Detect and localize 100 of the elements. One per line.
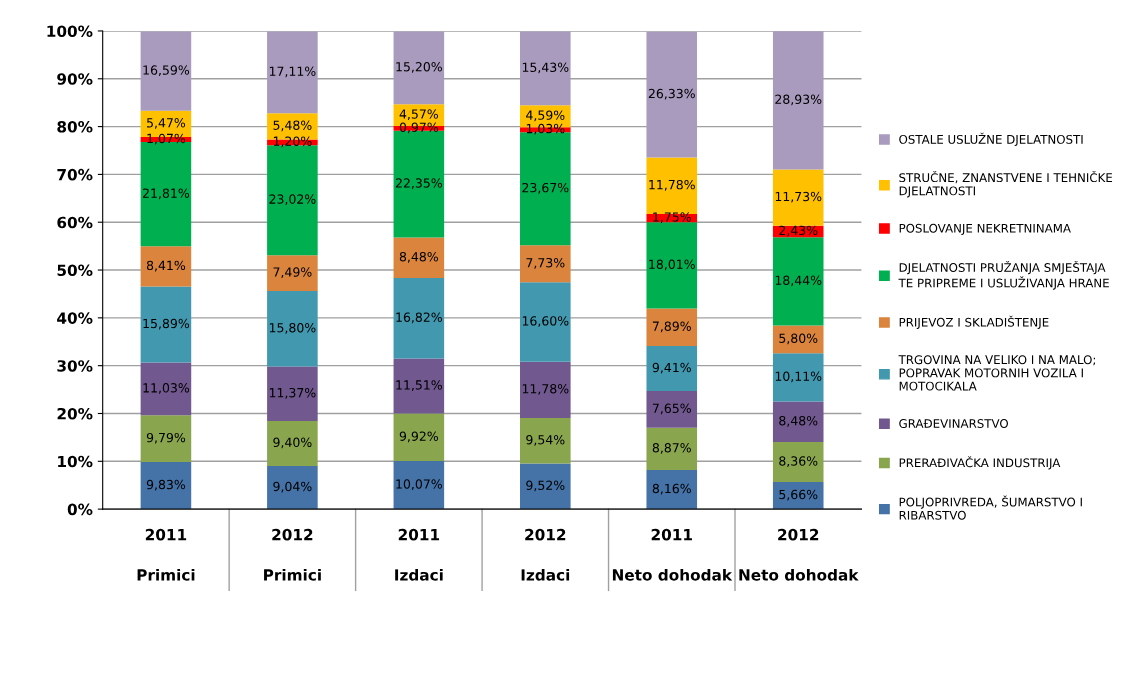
bar	[646, 391, 698, 428]
data-label: 23,02%	[269, 194, 316, 206]
data-label: 8,87%	[652, 443, 691, 454]
y-tick-label: 100%	[47, 25, 93, 37]
data-label: 15,20%	[396, 62, 442, 73]
bar	[646, 222, 698, 309]
data-label: 4,57%	[399, 109, 439, 120]
bar	[772, 169, 824, 226]
data-label: 9,54%	[526, 434, 565, 446]
data-label: 22,35%	[395, 178, 442, 189]
data-label: 8,36%	[779, 456, 818, 467]
data-label: 8,48%	[399, 251, 439, 263]
bar	[140, 462, 192, 510]
data-label: 7,49%	[273, 267, 312, 279]
data-label: 5,47%	[147, 118, 186, 129]
bar	[646, 470, 698, 510]
bar	[393, 278, 445, 359]
bar	[140, 286, 192, 363]
category-label: 2011 Izdaci	[395, 528, 443, 581]
y-tick-label: 10%	[58, 455, 93, 468]
y-tick-label: 80%	[57, 121, 93, 133]
bar	[267, 31, 318, 114]
data-label: 9,92%	[399, 431, 439, 443]
data-label: 16,60%	[522, 316, 569, 327]
category-label: 2011 Neto dohodak	[612, 528, 733, 581]
bar	[267, 366, 318, 421]
bar	[267, 420, 318, 466]
bar	[267, 145, 318, 256]
data-label: 10,11%	[775, 371, 822, 383]
data-label: 9,52%	[526, 480, 565, 492]
bar	[140, 362, 192, 416]
bar	[393, 413, 445, 461]
category-label: 2012 Neto dohodak	[739, 528, 859, 581]
legend-label: TRGOVINA NA VELIKO I NA MALO; POPRAVAK MOTORNIH VOZILA I MOTOCIKALA	[898, 355, 1096, 391]
data-label: 16,82%	[396, 312, 442, 324]
data-label: 7,65%	[652, 403, 691, 415]
data-label: 21,81%	[143, 188, 190, 200]
bar	[520, 282, 571, 362]
bar	[646, 157, 698, 214]
data-label: 9,83%	[146, 479, 186, 491]
bar	[267, 465, 318, 510]
data-label: 7,73%	[526, 257, 565, 269]
bar	[646, 346, 698, 392]
data-label: 4,59%	[526, 110, 565, 122]
data-label: 15,43%	[522, 62, 569, 74]
bar	[140, 31, 192, 111]
data-label: 11,78%	[649, 179, 695, 191]
y-tick-label: 60%	[57, 216, 93, 229]
bar	[772, 353, 824, 402]
legend-label: POLJOPRIVREDA, ŠUMARSTVO I RIBARSTVO	[899, 495, 1082, 520]
bar	[772, 237, 824, 326]
data-label: 9,40%	[273, 437, 312, 449]
bar	[393, 460, 445, 510]
legend-label: DJELATNOSTI PRUŽANJA SMJEŠTAJA TE PRIPREME I USLUŽIVANJA HRANE	[898, 260, 1109, 290]
data-label: 28,93%	[775, 94, 822, 106]
data-label: 5,48%	[273, 120, 312, 132]
bar	[140, 246, 192, 287]
y-tick-label: 40%	[57, 312, 93, 324]
bar	[646, 308, 698, 347]
bar	[772, 442, 824, 483]
y-tick-label: 30%	[57, 360, 93, 372]
bar	[772, 401, 824, 443]
legend-label: PRIJEVOZ I SKLADIŠTENJE	[899, 315, 1049, 329]
legend-label: POSLOVANJE NEKRETNINAMA	[899, 223, 1071, 235]
data-label: 5,80%	[779, 333, 818, 345]
data-label: 15,89%	[143, 318, 190, 330]
data-label: 9,04%	[273, 481, 312, 493]
legend-label: GRAĐEVINARSTVO	[899, 419, 1008, 428]
data-label: 9,79%	[146, 432, 186, 444]
category-label: 2012 Izdaci	[521, 528, 570, 581]
data-label: 10,07%	[396, 479, 442, 490]
data-label: 1,75%	[653, 212, 691, 223]
y-tick-label: 50%	[57, 264, 93, 277]
legend-label: PRERAĐIVAČKA INDUSTRIJA	[899, 456, 1061, 470]
data-label: 5,66%	[779, 489, 818, 501]
category-label: 2011 Primici	[137, 528, 195, 581]
data-label: 23,67%	[522, 182, 569, 194]
data-label: 11,37%	[269, 387, 316, 399]
data-label: 11,03%	[143, 383, 190, 394]
y-tick-label: 0%	[67, 503, 93, 516]
bar	[267, 291, 318, 367]
data-label: 11,51%	[396, 380, 442, 391]
data-label: 18,01%	[649, 259, 695, 271]
data-label: 9,41%	[652, 362, 691, 374]
y-tick-label: 70%	[57, 168, 93, 181]
bar	[520, 417, 571, 464]
bar	[393, 237, 445, 279]
bar	[772, 31, 824, 170]
bar	[520, 31, 571, 106]
data-label: 18,44%	[775, 275, 822, 287]
y-tick-label: 90%	[57, 73, 93, 85]
legend-label: OSTALE USLUŽNE DJELATNOSTI	[899, 132, 1083, 147]
legend-label: STRUČNE, ZNANSTVENE I TEHNIČKE DJELATNOSTI	[899, 171, 1113, 198]
data-label: 16,59%	[143, 65, 190, 77]
bar	[772, 325, 824, 354]
data-label: 11,73%	[775, 191, 822, 203]
category-label: 2012 Primici	[264, 528, 321, 581]
data-label: 8,41%	[146, 260, 186, 272]
data-label: 15,80%	[269, 322, 316, 334]
data-label: 7,89%	[652, 321, 691, 333]
